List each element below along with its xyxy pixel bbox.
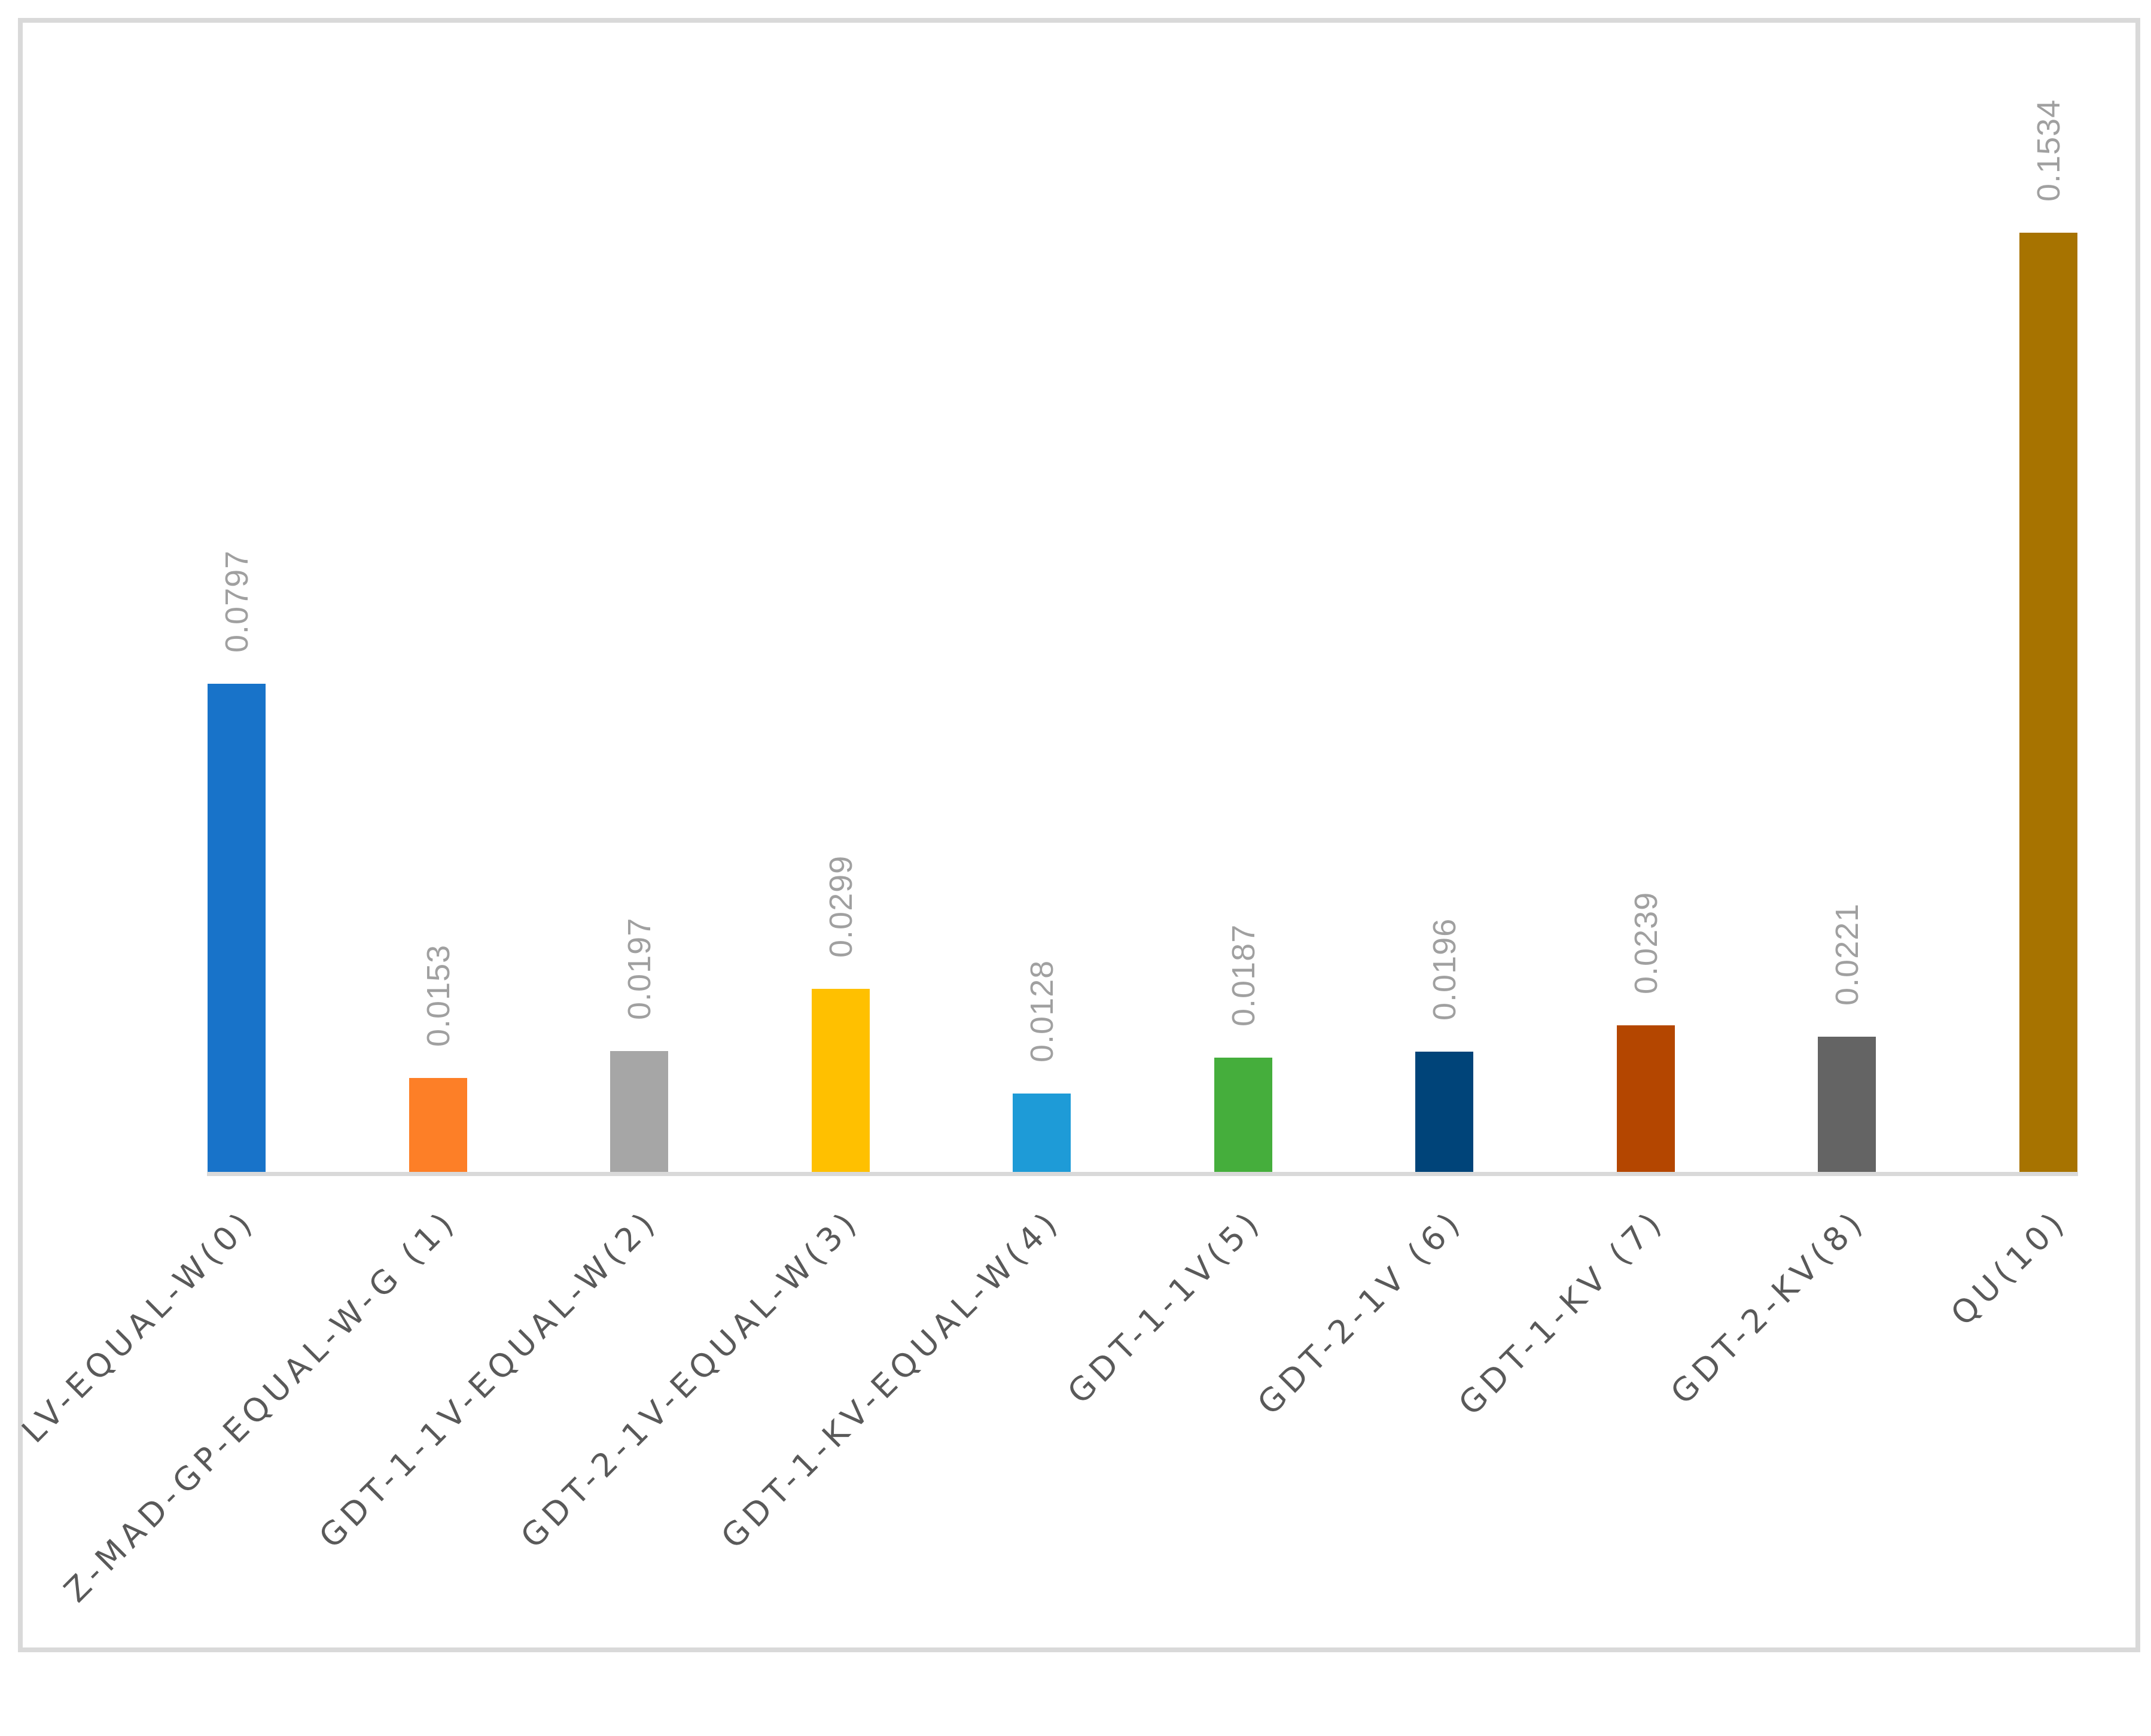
data-label: 0.0299 bbox=[823, 855, 859, 958]
bar bbox=[1415, 1052, 1473, 1172]
data-label: 0.0153 bbox=[421, 944, 456, 1047]
data-label: 0.0239 bbox=[1628, 891, 1664, 994]
chart-frame bbox=[18, 18, 2140, 1652]
data-label: 0.0187 bbox=[1226, 924, 1262, 1027]
bar bbox=[2019, 233, 2077, 1172]
bar bbox=[1013, 1094, 1071, 1172]
data-label: 0.0128 bbox=[1024, 960, 1060, 1062]
bar bbox=[812, 989, 870, 1172]
data-label: 0.0197 bbox=[621, 917, 657, 1020]
data-label: 0.1534 bbox=[2031, 99, 2067, 202]
bar bbox=[1214, 1058, 1272, 1172]
x-axis-line bbox=[207, 1172, 2078, 1176]
bar bbox=[208, 684, 266, 1172]
bar bbox=[610, 1051, 668, 1172]
bar bbox=[1818, 1037, 1876, 1172]
data-label: 0.0196 bbox=[1427, 918, 1463, 1021]
bar bbox=[409, 1078, 467, 1172]
data-label: 0.0797 bbox=[219, 550, 255, 653]
data-label: 0.0221 bbox=[1829, 903, 1865, 1006]
bar bbox=[1617, 1025, 1675, 1172]
